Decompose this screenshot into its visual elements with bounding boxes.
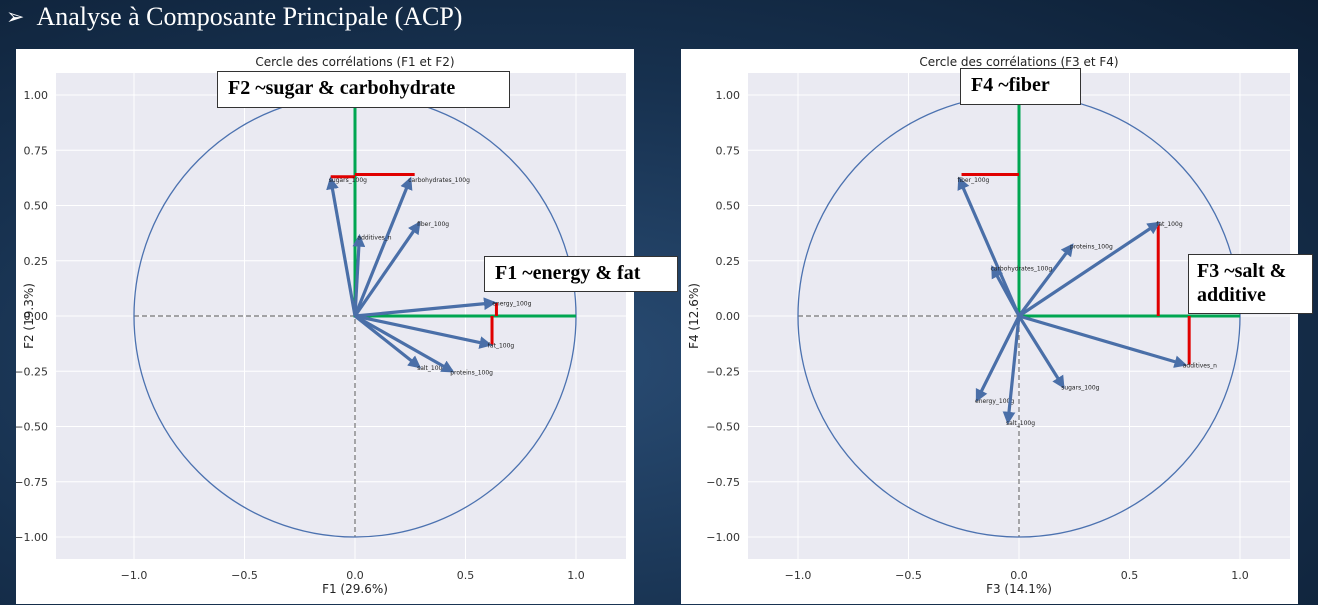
vector-proteins-100g [354,314,455,373]
slide-title: ➢ Analyse à Composante Principale (ACP) [6,0,462,34]
y-tick-label: −0.75 [16,476,48,489]
vector-label-proteins-100g: proteins_100g [1070,243,1113,250]
vector-salt-100g [1002,315,1021,425]
vector-energy-100g [354,297,497,318]
vector-proteins-100g [1017,243,1074,317]
vector-label-energy-100g: energy_100g [492,301,531,308]
vector-label-fat-100g: fat_100g [488,343,515,350]
vector-additives-n [1018,314,1188,368]
y-tick-label: −0.75 [706,476,740,489]
y-tick-label: −0.50 [16,421,48,434]
correlation-circle-chart: fiber_100g proteins_100g carbohydrates_100… [687,55,1290,596]
x-tick-label: 0.5 [1121,569,1139,582]
vector-carbohydrates-100g [353,176,413,317]
slide-title-text: Analyse à Composante Principale (ACP) [36,2,463,31]
vector-additives-n [352,233,366,317]
vector-label-carbohydrates-100g: carbohydrates_100g [990,265,1052,272]
y-tick-label: 0.25 [24,255,49,268]
y-tick-label: 1.00 [716,89,741,102]
x-tick-label: 0.0 [1010,569,1028,582]
vector-fiber-100g [957,176,1021,317]
x-tick-label: −0.5 [895,569,922,582]
vector-sugars-100g [326,176,357,317]
vector-fiber-100g [353,221,421,317]
vector-label-salt-100g: salt_100g [417,365,446,372]
y-tick-label: 0.75 [24,144,49,157]
y-tick-label: −0.50 [706,421,740,434]
callout-f1: F1 ~energy & fat [484,256,678,292]
callout-f4: F4 ~fiber [960,68,1081,105]
x-tick-label: −0.5 [231,569,258,582]
chart-title: Cercle des corrélations (F1 et F2) [255,55,454,69]
vector-label-fat-100g: fat_100g [1156,221,1183,228]
vector-sugars-100g [1017,315,1065,389]
y-tick-label: 1.00 [24,89,49,102]
y-tick-label: −0.25 [16,365,48,378]
y-tick-label: −1.00 [706,531,740,544]
x-axis-label: F1 (29.6%) [322,582,388,596]
y-tick-label: 0.00 [716,310,741,323]
x-tick-label: −1.0 [785,569,812,582]
vector-label-energy-100g: energy_100g [975,398,1014,405]
vector-carbohydrates-100g [991,265,1021,317]
y-axis-label: F2 (19.3%) [22,283,36,349]
vector-label-carbohydrates-100g: carbohydrates_100g [408,177,470,184]
y-tick-label: 0.00 [24,310,49,323]
vector-label-salt-100g: salt_100g [1006,420,1035,427]
y-tick-label: −1.00 [16,531,48,544]
vector-label-sugars-100g: sugars_100g [329,177,367,184]
correlation-circle-chart: sugars_100g carbohydrates_100g additives_n… [16,55,626,596]
callout-f3-line2: additive [1197,284,1266,306]
callout-f2: F2 ~sugar & carbohydrate [217,71,510,108]
x-axis-label: F3 (14.1%) [986,582,1052,596]
vector-energy-100g [975,315,1021,403]
vector-salt-100g [354,314,422,369]
x-tick-label: 1.0 [1231,569,1249,582]
chart-title: Cercle des corrélations (F3 et F4) [919,55,1118,69]
chart-panel-f1-f2: sugars_100g carbohydrates_100g additives_n… [16,49,634,604]
y-tick-label: 0.75 [716,144,741,157]
callout-f3-line1: F3 ~salt & [1197,260,1287,282]
vector-label-additives-n: additives_n [1183,363,1217,370]
chart-panel-f3-f4: fiber_100g proteins_100g carbohydrates_100… [681,49,1298,604]
x-tick-label: 0.5 [457,569,475,582]
vector-label-fiber-100g: fiber_100g [957,177,989,184]
vector-label-additives-n: additives_n [357,234,391,241]
vector-label-fiber-100g: fiber_100g [417,221,449,228]
callout-f3: F3 ~salt & additive [1188,254,1313,314]
y-tick-label: 0.50 [716,200,741,213]
y-axis-label: F4 (12.6%) [687,283,701,349]
vector-label-sugars-100g: sugars_100g [1061,385,1099,392]
x-tick-label: −1.0 [121,569,148,582]
y-tick-label: 0.50 [24,200,49,213]
vector-fat-100g [354,314,493,349]
vector-label-proteins-100g: proteins_100g [450,369,493,376]
x-tick-label: 0.0 [346,569,364,582]
y-tick-label: 0.25 [716,255,741,268]
y-tick-label: −0.25 [706,365,740,378]
arrowhead-bullet-icon: ➢ [6,4,25,29]
vector-fat-100g [1018,221,1161,318]
x-tick-label: 1.0 [567,569,585,582]
